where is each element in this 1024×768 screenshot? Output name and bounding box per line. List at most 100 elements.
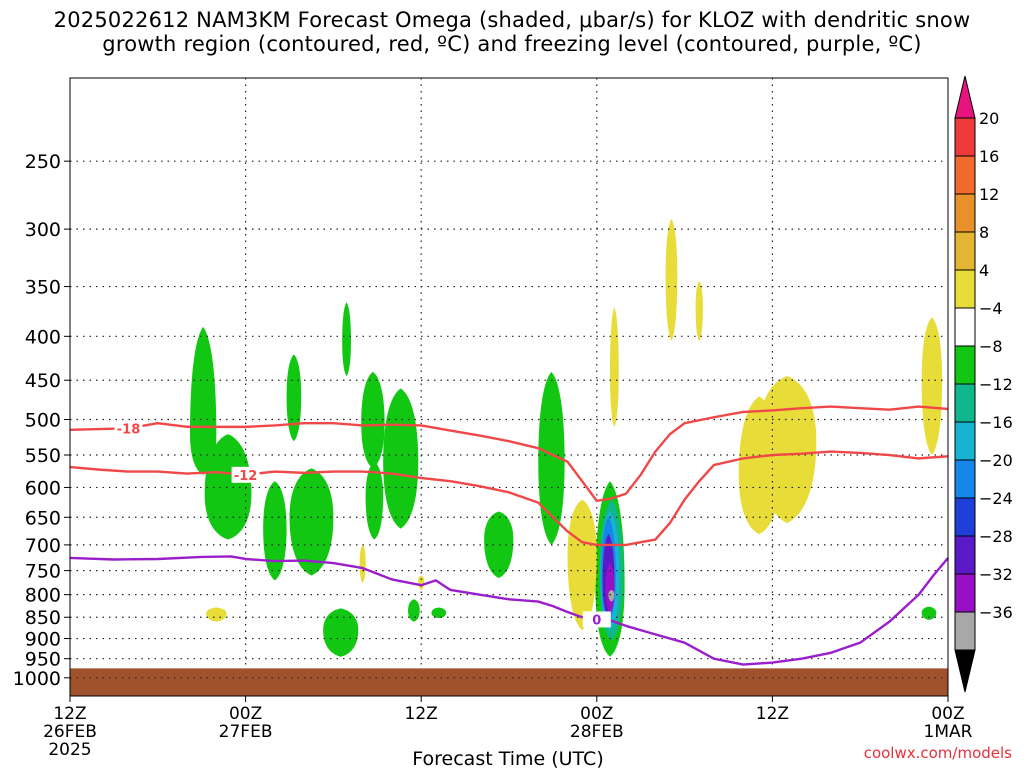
omega-region [286, 354, 302, 442]
contour-line [69, 405, 949, 503]
x-tick-label: 2025 [48, 740, 91, 760]
temperature-contours: -18 -12 0 [69, 405, 949, 666]
omega-region [665, 219, 678, 341]
y-tick-label: 850 [25, 607, 61, 629]
omega-region [365, 461, 384, 540]
y-tick-label: 800 [25, 585, 61, 607]
colorbar-label: −28 [979, 527, 1013, 546]
omega-colorbar: 20 16 12 8 4 −4 −8 −12 −16 −20 −24 −28 −32 −36 [954, 75, 1013, 693]
colorbar-label: −16 [979, 413, 1013, 432]
colorbar-box [954, 611, 976, 651]
colorbar-box [954, 421, 976, 461]
omega-region [408, 599, 420, 622]
y-tick-label: 550 [25, 445, 61, 467]
contour-line [69, 555, 949, 666]
x-tick-label: 1MAR [924, 722, 973, 742]
colorbar-box [954, 117, 976, 157]
x-tick-label: 12Z [53, 704, 86, 724]
colorbar-label: 20 [979, 109, 999, 128]
x-tick-label: 00Z [580, 704, 613, 724]
colorbar-label: 4 [979, 261, 989, 280]
colorbar-box [954, 193, 976, 233]
grid-lines [70, 78, 948, 679]
omega-region [484, 511, 514, 578]
colorbar-label: −36 [979, 603, 1013, 622]
colorbar-label: −8 [979, 337, 1003, 356]
colorbar-label: −32 [979, 565, 1013, 584]
plot-frame [69, 77, 949, 697]
contour-label-bg [231, 466, 260, 483]
colorbar-box [954, 573, 976, 613]
y-tick-label: 700 [25, 535, 61, 557]
x-tick-label: 28FEB [570, 722, 624, 742]
colorbar-label: −12 [979, 375, 1013, 394]
colorbar-label: −4 [979, 299, 1003, 318]
omega-region [609, 307, 619, 427]
omega-region [418, 575, 425, 590]
colorbar-top-arrow [954, 75, 976, 119]
omega-shaded-regions [189, 219, 943, 657]
omega-region [342, 302, 351, 377]
omega-region [323, 608, 359, 657]
omega-region [567, 499, 597, 631]
x-axis-label: Forecast Time (UTC) [412, 748, 603, 768]
colorbar-box [954, 459, 976, 499]
colorbar-box [954, 497, 976, 537]
omega-region [206, 607, 227, 622]
y-tick-label: 400 [25, 326, 61, 348]
y-tick-label: 650 [25, 507, 61, 529]
y-tick-label: 450 [25, 370, 61, 392]
colorbar-label: 12 [979, 185, 999, 204]
y-tick-label: 350 [25, 277, 61, 299]
contour-label-bg [582, 611, 611, 628]
ground-fill [70, 668, 948, 696]
omega-region [538, 371, 565, 545]
colorbar-bottom-arrow [954, 649, 976, 693]
omega-region [431, 607, 447, 619]
x-tick-label: 00Z [229, 704, 262, 724]
x-tick-label: 12Z [756, 704, 789, 724]
y-tick-label: 900 [25, 629, 61, 651]
x-tick-label: 26FEB [43, 722, 97, 742]
colorbar-box [954, 307, 976, 347]
omega-region [383, 388, 419, 529]
site-credit: coolwx.com/models [863, 744, 1012, 762]
y-tick-label: 500 [25, 409, 61, 431]
colorbar-box [954, 269, 976, 309]
omega-region [289, 468, 334, 576]
colorbar-label: 16 [979, 147, 999, 166]
colorbar-label: −24 [979, 489, 1013, 508]
y-tick-label: 300 [25, 219, 61, 241]
omega-region [921, 606, 937, 620]
pressure-axis: 2503003504004505005506006507007508008509… [13, 151, 70, 690]
omega-region [263, 481, 287, 581]
x-tick-label: 12Z [405, 704, 438, 724]
omega-region [695, 281, 703, 341]
y-tick-label: 250 [25, 151, 61, 173]
omega-region [921, 317, 943, 456]
colorbar-label: −20 [979, 451, 1013, 470]
colorbar-box [954, 345, 976, 385]
x-tick-label: 27FEB [219, 722, 273, 742]
contour-label: -12 [234, 469, 258, 484]
omega-region [608, 589, 615, 602]
omega-region [361, 371, 385, 469]
omega-region [359, 544, 366, 583]
contour-label-bg [114, 420, 143, 437]
y-tick-label: 1000 [13, 668, 61, 690]
y-tick-label: 950 [25, 649, 61, 671]
colorbar-box [954, 383, 976, 423]
omega-region [757, 376, 817, 523]
contour-label: -18 [117, 422, 141, 437]
colorbar-box [954, 155, 976, 195]
omega-region [189, 326, 217, 475]
colorbar-label: 8 [979, 223, 989, 242]
chart-title-line-1: 2025022612 NAM3KM Forecast Omega (shaded… [53, 8, 971, 32]
y-tick-label: 750 [25, 561, 61, 583]
x-tick-label: 00Z [931, 704, 964, 724]
colorbar-box [954, 231, 976, 271]
colorbar-box [954, 535, 976, 575]
contour-label: 0 [592, 613, 601, 628]
